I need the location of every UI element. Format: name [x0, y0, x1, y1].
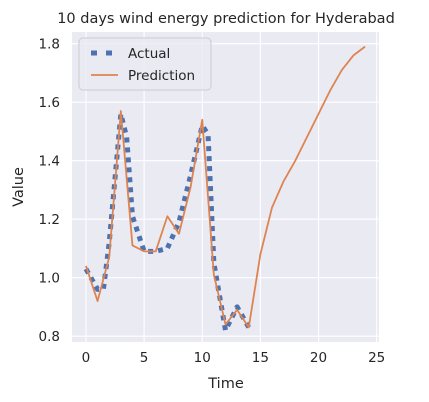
y-tick-label: 1.6 [39, 95, 60, 111]
x-tick-label: 25 [368, 350, 385, 366]
series-layer [83, 45, 366, 333]
y-tick-label: 1.2 [39, 212, 60, 228]
y-tick-label: 1.8 [39, 37, 60, 53]
chart-title: 10 days wind energy prediction for Hyder… [57, 11, 395, 27]
series-line-prediction [85, 45, 366, 329]
x-tick-label: 15 [252, 350, 269, 366]
y-axis-label: Value [11, 167, 27, 207]
x-tick-label: 5 [140, 350, 149, 366]
x-tick-label: 0 [82, 350, 91, 366]
tick-labels: 0 5 10 15 20 25 0.8 1.0 1.2 1.4 1.6 1.8 [39, 37, 386, 366]
x-axis-label: Time [207, 376, 244, 392]
x-tick-label: 20 [310, 350, 327, 366]
series-line-actual [83, 111, 251, 333]
legend-label-actual: Actual [128, 46, 170, 62]
x-tick-label: 10 [194, 350, 211, 366]
y-tick-label: 1.4 [39, 154, 60, 170]
y-tick-label: 1.0 [39, 271, 60, 287]
y-tick-label: 0.8 [39, 329, 60, 345]
legend: Actual Prediction [78, 37, 212, 91]
legend-label-prediction: Prediction [128, 68, 195, 84]
